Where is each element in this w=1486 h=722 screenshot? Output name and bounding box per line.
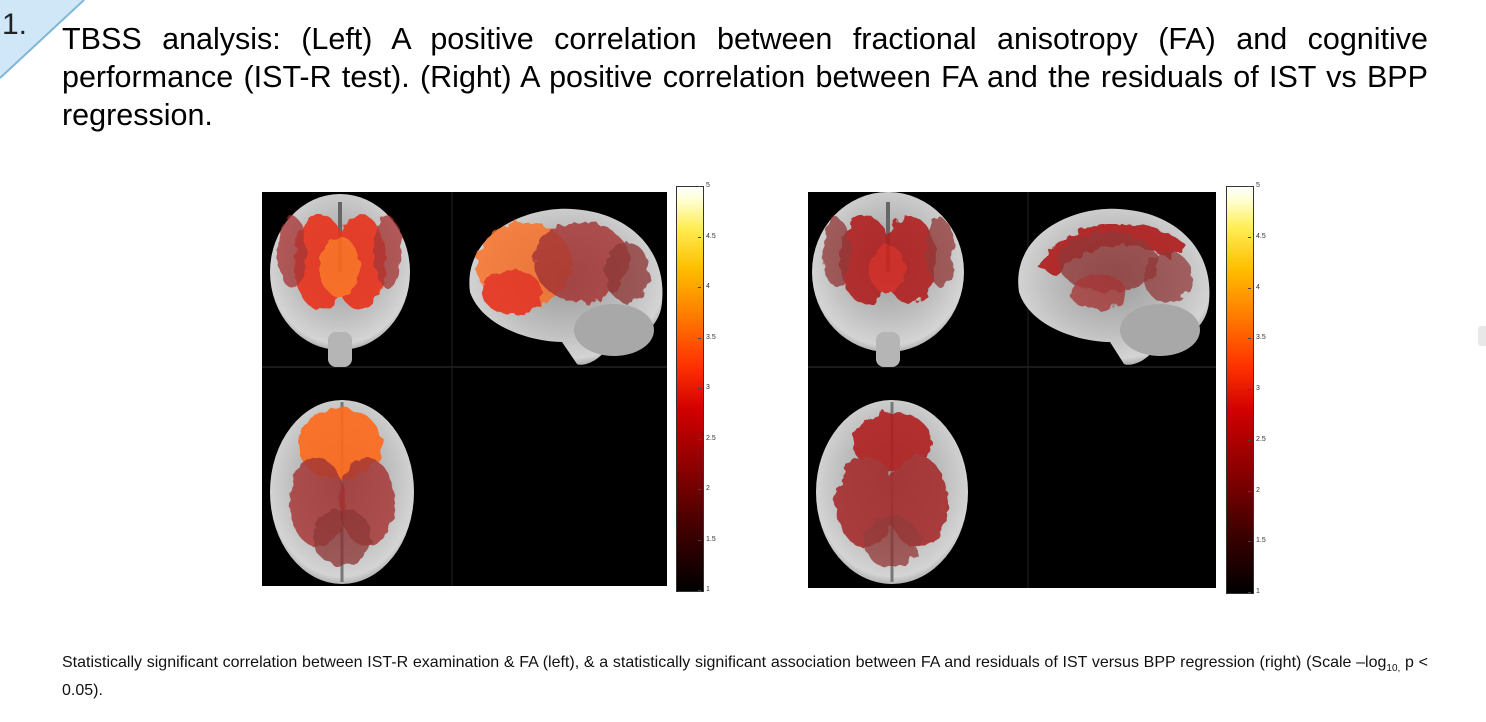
colorbar-tick-mark xyxy=(1248,338,1251,340)
figure-caption: Statistically significant correlation be… xyxy=(62,652,1428,702)
colorbar-tick-label: 4 xyxy=(1256,283,1260,291)
colorbar-tick-mark xyxy=(698,186,701,187)
colorbar-tick-mark xyxy=(1248,186,1251,187)
caption-text-a: Statistically significant correlation be… xyxy=(62,654,1387,671)
right-brain-slices xyxy=(808,192,1216,588)
colorbar-tick-mark xyxy=(698,539,701,541)
colorbar-tick-mark xyxy=(1248,287,1251,289)
slide-title: TBSS analysis: (Left) A positive correla… xyxy=(62,22,1428,132)
right-brain-panel xyxy=(808,192,1216,588)
colorbar-tick-mark xyxy=(1248,592,1251,593)
left-colorbar xyxy=(676,186,704,592)
colorbar-tick-mark xyxy=(1248,236,1251,238)
colorbar-tick-label: 4 xyxy=(706,283,710,290)
colorbar-tick-mark xyxy=(698,388,701,389)
sagittal-slice xyxy=(469,208,663,365)
colorbar-tick-label: 1.5 xyxy=(706,535,716,543)
colorbar-tick-label: 5 xyxy=(706,182,710,189)
colorbar-tick-label: 3 xyxy=(706,384,710,391)
coronal-slice xyxy=(812,192,964,367)
colorbar-tick-mark xyxy=(698,438,701,440)
scroll-handle[interactable] xyxy=(1478,326,1486,346)
colorbar-tick-label: 4.5 xyxy=(1256,232,1266,240)
colorbar-tick-label: 1.5 xyxy=(1256,537,1266,545)
colorbar-tick-label: 5 xyxy=(1256,182,1260,189)
colorbar-tick-label: 3.5 xyxy=(1256,334,1266,342)
colorbar-tick-label: 3.5 xyxy=(706,333,716,341)
colorbar-tick-label: 1 xyxy=(1256,588,1260,595)
colorbar-tick-label: 2.5 xyxy=(1256,435,1266,443)
colorbar-tick-mark xyxy=(1248,439,1251,441)
colorbar-tick-label: 2 xyxy=(1256,486,1260,494)
colorbar-tick-mark xyxy=(698,337,701,339)
slide-corner-decoration xyxy=(0,0,85,79)
colorbar-tick-label: 4.5 xyxy=(706,232,716,240)
colorbar-tick-mark xyxy=(1248,541,1251,543)
colorbar-tick-mark xyxy=(698,287,701,288)
colorbar-tick-mark xyxy=(698,489,701,490)
caption-text-b: p < 0.05). xyxy=(62,654,1428,700)
right-colorbar xyxy=(1226,186,1254,594)
colorbar-tick-mark xyxy=(698,590,701,591)
colorbar-tick-mark xyxy=(1248,389,1251,390)
caption-subscript: 10, xyxy=(1386,663,1401,675)
sagittal-slice xyxy=(1018,208,1210,365)
colorbar-tick-mark xyxy=(698,236,701,238)
colorbar-tick-mark xyxy=(1248,490,1251,492)
colorbar-tick-label: 2 xyxy=(706,485,710,492)
coronal-slice xyxy=(270,194,410,367)
slide-number: 1. xyxy=(2,8,28,41)
axial-slice xyxy=(816,400,968,584)
left-brain-panel xyxy=(262,192,667,586)
left-brain-slices xyxy=(262,192,667,586)
axial-slice xyxy=(270,400,414,584)
colorbar-tick-label: 1 xyxy=(706,586,710,593)
colorbar-tick-label: 2.5 xyxy=(706,434,716,442)
colorbar-tick-label: 3 xyxy=(1256,385,1260,392)
